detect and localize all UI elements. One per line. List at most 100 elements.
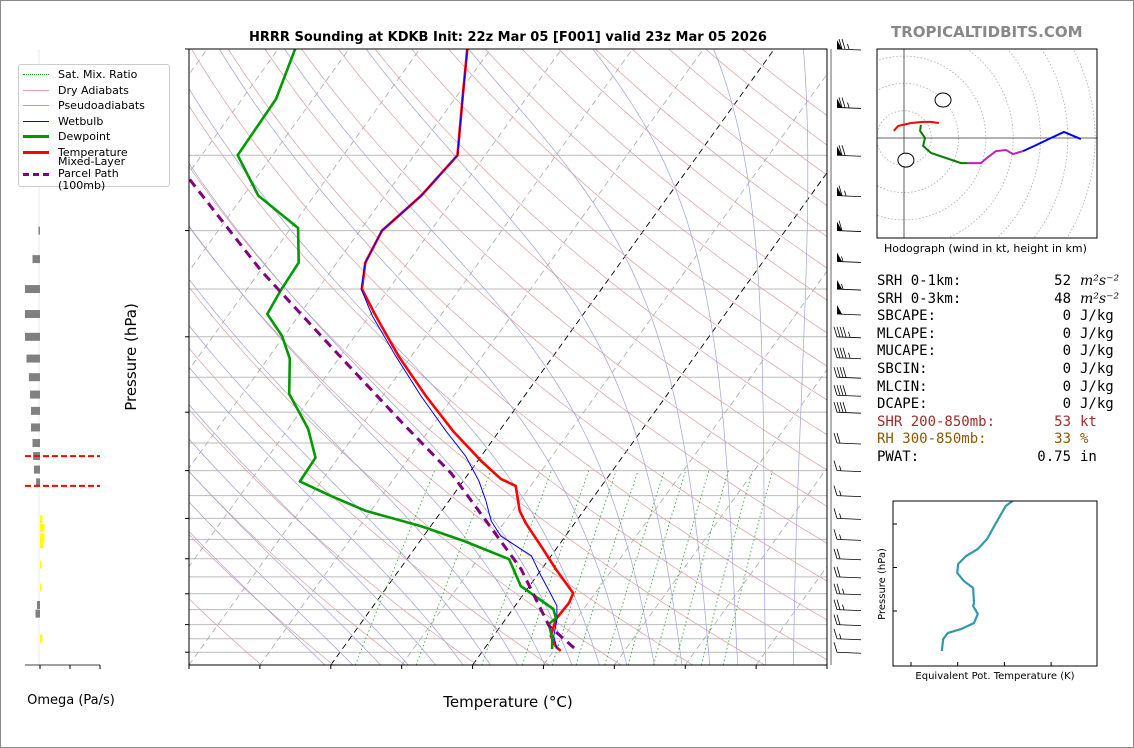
barb-pennant: [837, 305, 842, 315]
legend-label-line: Temperature: [58, 145, 128, 159]
omega-bar: [36, 478, 40, 487]
wind-barb: [833, 432, 862, 445]
barb-staff: [836, 357, 862, 360]
barb-staff: [836, 609, 862, 612]
legend-label: Sat. Mix. Ratio: [58, 68, 137, 81]
stat-value: 0.75: [1037, 448, 1071, 465]
barb-full: [842, 367, 847, 378]
barb-half: [844, 190, 847, 196]
omega-bar: [40, 560, 42, 569]
wind-barb: [833, 402, 862, 414]
legend-item: Pseudoadiabats: [23, 98, 165, 114]
mixing-ratio-line: [481, 470, 552, 665]
theta-e-frame: [892, 500, 1098, 667]
isotherm: [189, 49, 562, 568]
hodograph-frame: [876, 48, 1098, 239]
stat-unit: kt: [1080, 413, 1097, 430]
hodograph-segment: [893, 120, 940, 132]
mixing-ratio-line: [604, 470, 665, 665]
barb-staff: [836, 154, 862, 157]
hodograph-plot: [877, 49, 1097, 238]
barb-full: [833, 347, 838, 358]
barb-full: [836, 385, 841, 396]
legend-swatch: [23, 74, 49, 76]
stat-unit: J/kg: [1080, 325, 1114, 342]
isotherm: [259, 49, 704, 665]
barb-full: [838, 185, 843, 196]
barb-pennant: [837, 252, 842, 262]
mixing-ratio-line: [522, 470, 590, 665]
stat-value: 0: [1062, 360, 1071, 377]
theta-e-xlabel: Equivalent Pot. Temperature (K): [915, 671, 1074, 682]
moist-adiabat: [219, 49, 628, 665]
legend-swatch: [23, 120, 49, 122]
moist-adiabat: [189, 366, 464, 665]
moist-adiabat: [189, 531, 326, 665]
legend-item: Dry Adiabats: [23, 83, 165, 99]
legend-label: Dewpoint: [58, 130, 110, 143]
wind-barb: [833, 628, 862, 641]
stat-label: MLCIN:: [877, 378, 928, 395]
stat-label: SRH 0-3km:: [877, 290, 962, 307]
omega-bar: [40, 540, 44, 549]
barb-pennant: [837, 186, 842, 196]
stat-row: SBCIN: 0 J/kg: [877, 361, 1119, 379]
stat-value: 48: [1054, 290, 1071, 307]
omega-bar: [34, 465, 40, 474]
omega-bar: [32, 255, 40, 264]
stat-value: 0: [1062, 325, 1071, 342]
barb-half: [839, 490, 842, 496]
stat-label: SBCAPE:: [877, 308, 937, 325]
legend-item: Wetbulb: [23, 114, 165, 130]
barb-staff: [836, 576, 862, 579]
moist-adiabat: [189, 87, 600, 665]
stat-unit: m²s⁻²: [1080, 273, 1120, 289]
omega-bar: [25, 285, 40, 294]
stat-row: SRH 0-1km: 52 m²s⁻²: [877, 273, 1119, 291]
barb-pennant: [837, 40, 842, 49]
moist-adiabat: [365, 49, 683, 665]
barb-full: [833, 642, 838, 653]
omega-bar: [31, 406, 40, 415]
stat-value: 0: [1062, 378, 1071, 395]
barb-full: [833, 583, 838, 594]
mixing-ratio-line: [627, 470, 687, 665]
moist-adiabat: [189, 278, 518, 665]
wind-barb: [836, 305, 862, 316]
barb-full: [833, 508, 838, 519]
barb-half: [839, 513, 842, 519]
hodograph-segment: [919, 124, 968, 165]
stat-row: PWAT: 0.75 in: [877, 449, 1119, 467]
stat-row: RH 300-850mb: 33%: [877, 431, 1119, 449]
barb-half: [839, 633, 842, 639]
stat-label: RH 300-850mb:: [877, 431, 987, 448]
dry-adiabat: [189, 347, 550, 665]
mixing-ratio-line: [415, 470, 492, 665]
dry-adiabat: [411, 49, 827, 401]
barb-full: [833, 385, 838, 396]
stat-unit: m²s⁻²: [1080, 290, 1120, 307]
barb-staff: [836, 195, 862, 198]
dry-adiabat: [189, 226, 693, 665]
omega-xlabel: Omega (Pa/s): [27, 693, 115, 708]
stat-unit: %: [1080, 431, 1089, 448]
dry-adiabat: [189, 105, 827, 661]
legend-label-line: Pseudoadiabats: [58, 99, 145, 113]
barb-half: [848, 352, 851, 358]
stat-value: 53: [1054, 413, 1071, 430]
stat-label: DCAPE:: [877, 396, 928, 413]
barb-full: [833, 460, 838, 471]
barb-full: [841, 38, 846, 50]
barb-staff: [836, 517, 862, 520]
stat-value: 52: [1054, 273, 1071, 289]
barb-staff: [836, 288, 862, 291]
barb-full: [842, 385, 847, 396]
barb-full: [833, 485, 838, 496]
hodograph-segment: [967, 148, 1024, 165]
wind-barb: [833, 326, 862, 339]
barb-staff: [836, 624, 862, 627]
omega-bar: [35, 609, 40, 618]
stat-unit: J/kg: [1080, 308, 1114, 325]
wind-barb: [833, 460, 862, 473]
stats-table: SRH 0-1km: 52 m²s⁻² SRH 0-3km: 48 m²s⁻² SBCAPE…: [877, 273, 1119, 467]
